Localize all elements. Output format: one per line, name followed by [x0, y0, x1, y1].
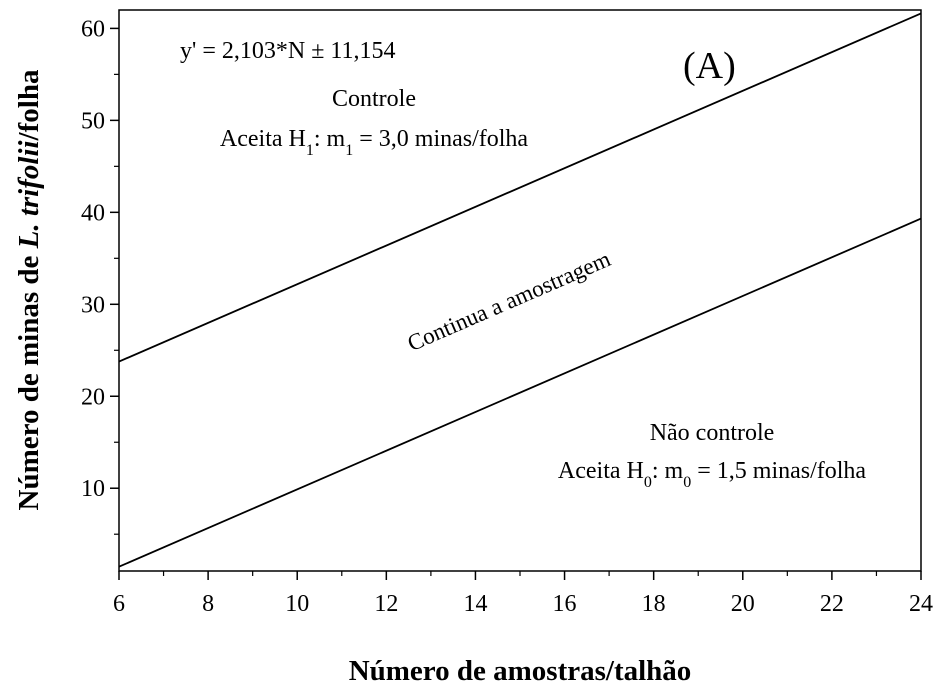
rule-sub: 1 [306, 142, 314, 159]
y-tick-label: 50 [81, 108, 105, 134]
x-axis-title: Número de amostras/talhão [349, 655, 692, 687]
x-tick-label: 24 [909, 591, 933, 617]
y-tick-label: 10 [81, 476, 105, 502]
rule-sub: 0 [644, 474, 652, 491]
rule-sub: 0 [683, 474, 691, 491]
rule-sub: 1 [345, 142, 353, 159]
x-tick-label: 22 [820, 591, 844, 617]
x-tick-label: 18 [642, 591, 666, 617]
rule-part: Aceita H [558, 458, 644, 484]
region-title: Não controle [650, 420, 775, 446]
y-title-part: /folha [13, 69, 45, 141]
y-title-part: L. trifolii [13, 140, 45, 249]
y-tick-label: 60 [81, 16, 105, 42]
x-tick-label: 12 [374, 591, 398, 617]
line [118, 12, 922, 363]
region-middle: Continua a amostragem [404, 246, 614, 356]
rule-part: = 1,5 minas/folha [691, 458, 866, 484]
x-tick-label: 14 [463, 591, 487, 617]
x-tick-label: 8 [202, 591, 214, 617]
line [118, 217, 922, 568]
region-rule: Aceita H1: m1 = 3,0 minas/folha [220, 126, 529, 159]
x-tick-label: 10 [285, 591, 309, 617]
x-tick-label: 16 [553, 591, 577, 617]
equation: y' = 2,103*N ± 11,154 [180, 38, 395, 64]
rule-part: Aceita H [220, 126, 306, 152]
rule-part: : m [314, 126, 346, 152]
y-tick-label: 40 [81, 200, 105, 226]
y-tick-label: 20 [81, 384, 105, 410]
y-axis-title: Número de minas de L. trifolii/folha [13, 69, 45, 510]
region-rule: Aceita H0: m0 = 1,5 minas/folha [558, 458, 867, 491]
y-tick-label: 30 [81, 292, 105, 318]
y-title-part: Número de minas de [13, 248, 45, 510]
x-tick-label: 20 [731, 591, 755, 617]
region-title: Controle [332, 86, 416, 112]
x-tick-label: 6 [113, 591, 125, 617]
panel-label: (A) [683, 45, 736, 87]
rule-part: : m [652, 458, 684, 484]
rule-part: = 3,0 minas/folha [353, 126, 528, 152]
